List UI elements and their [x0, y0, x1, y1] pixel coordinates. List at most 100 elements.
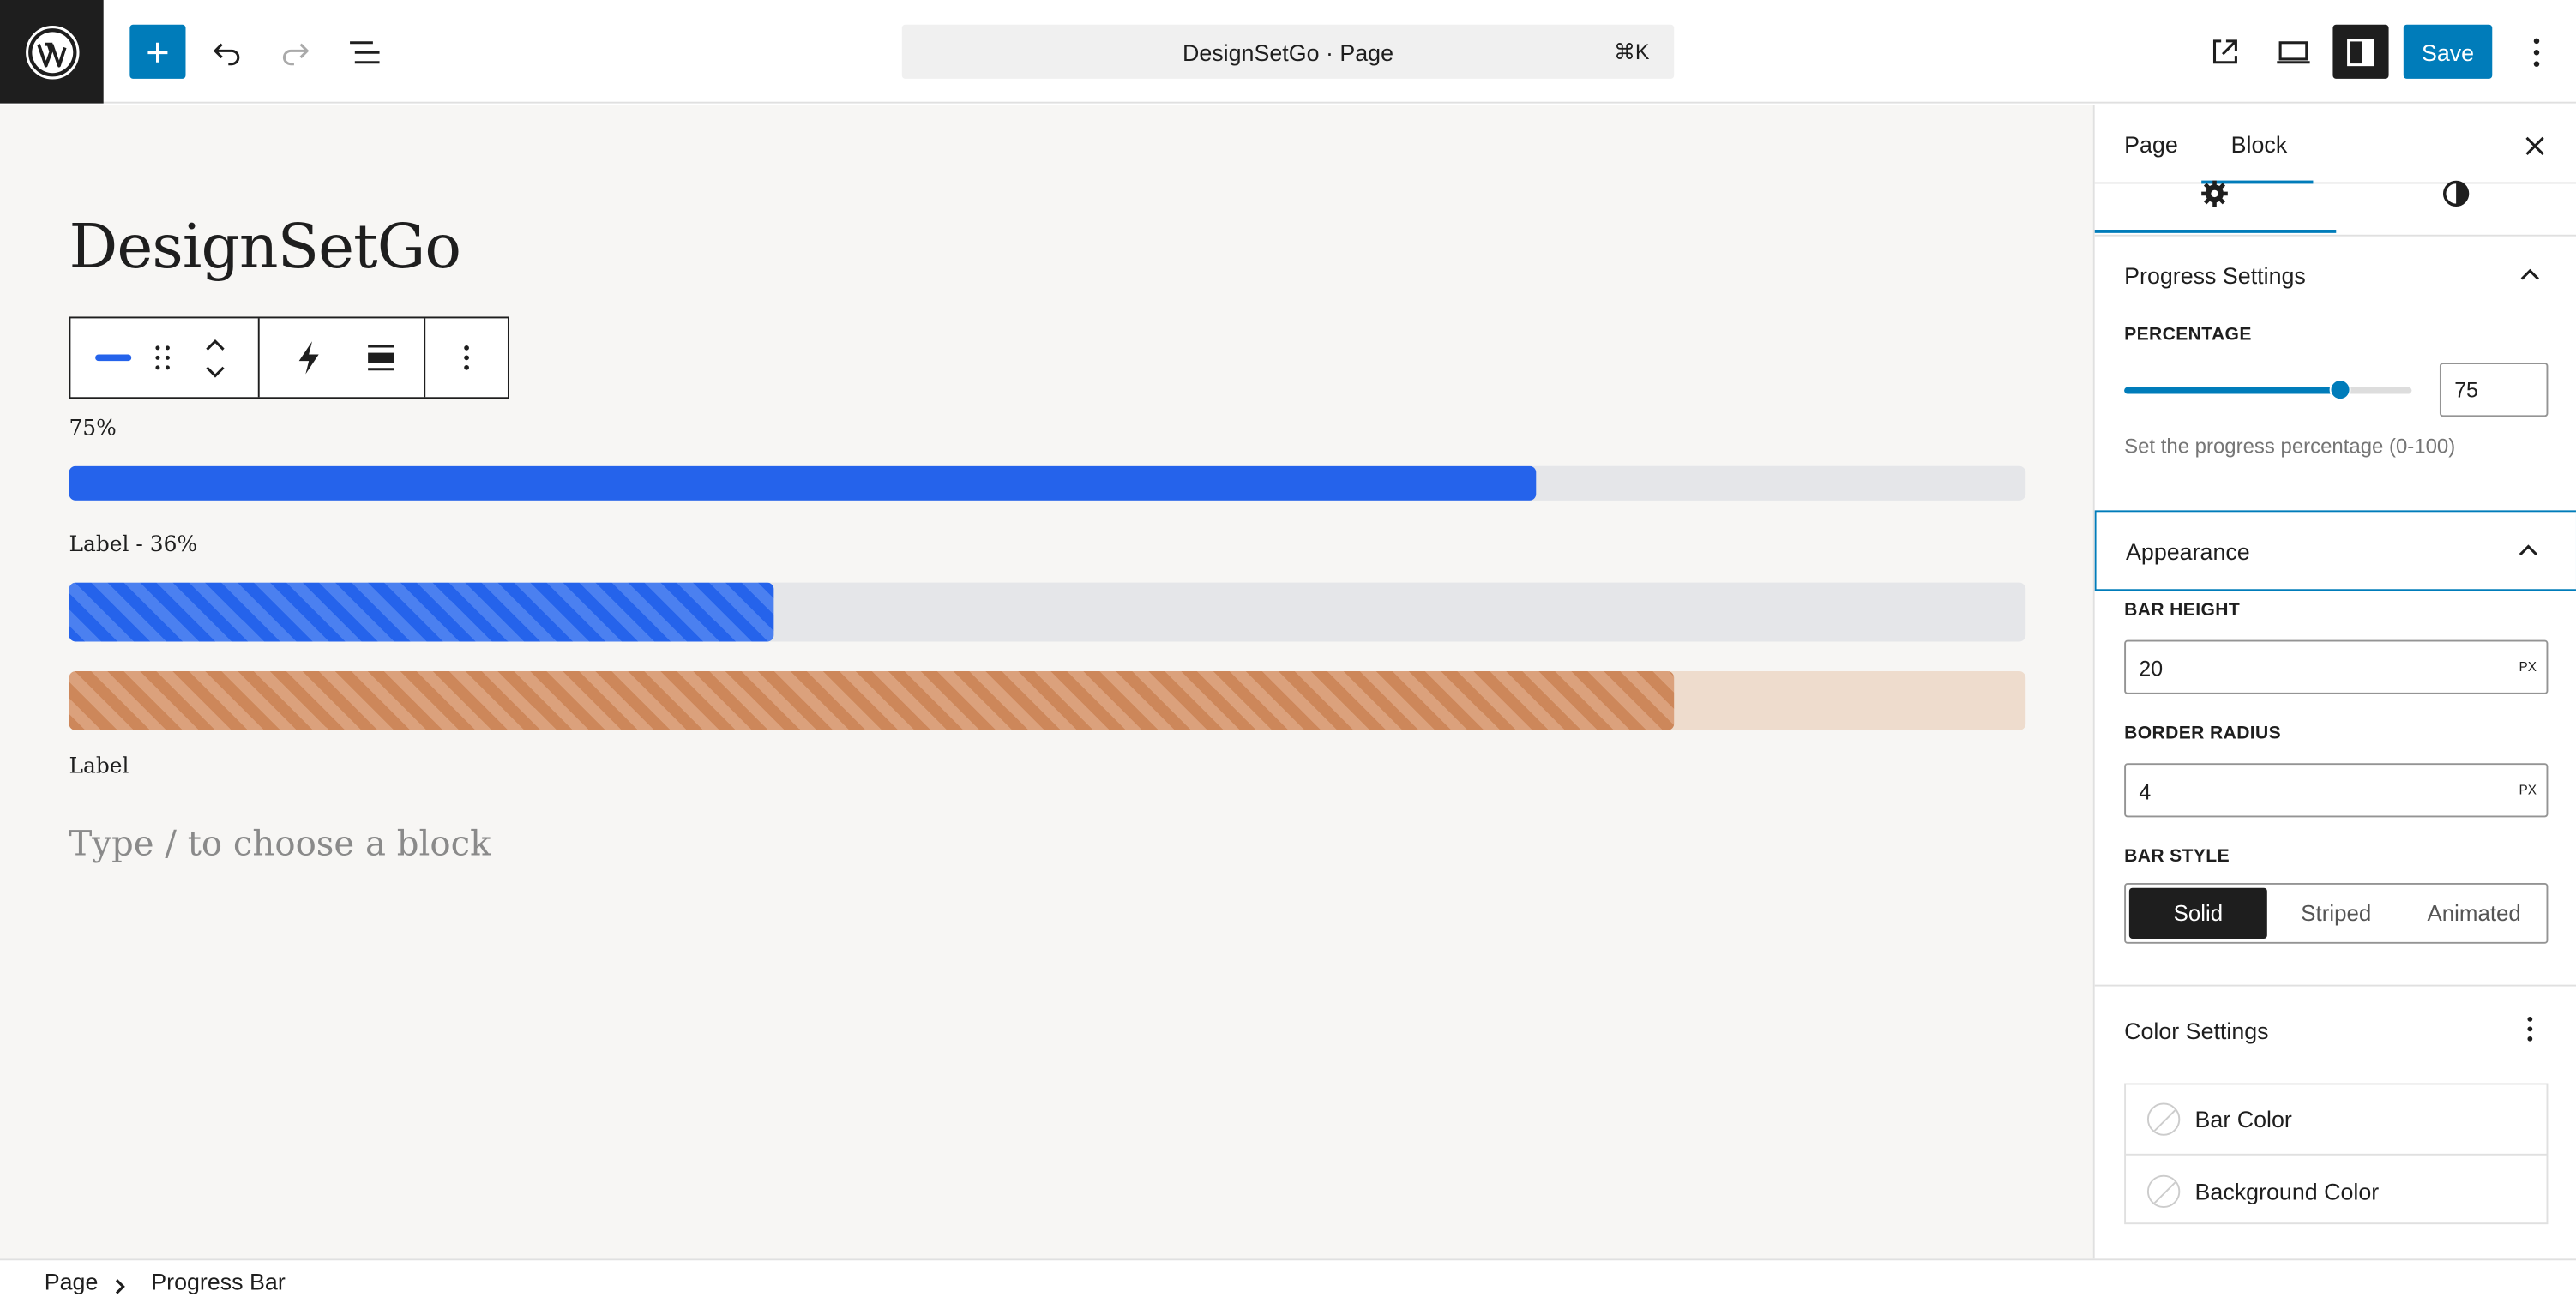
close-icon	[2525, 136, 2544, 156]
active-tab-indicator	[2201, 180, 2314, 184]
progress-bar-label: Label - 36%	[69, 533, 198, 558]
progress-bar[interactable]	[69, 670, 2026, 730]
wordpress-logo-button[interactable]	[0, 0, 104, 104]
section-title: Color Settings	[2124, 1017, 2269, 1044]
undo-icon	[213, 42, 240, 65]
bar-style-toggle-group: Solid Striped Animated	[2124, 882, 2549, 944]
bar-style-striped-option[interactable]: Striped	[2301, 901, 2372, 926]
settings-toggle-button[interactable]	[2332, 24, 2389, 79]
progress-bar-fill	[69, 670, 1674, 730]
bar-height-label: BAR HEIGHT	[2124, 600, 2241, 621]
bar-height-value: 20	[2139, 656, 2164, 682]
settings-sidebar: Page Block Progress Settings PERCENTAGE	[2092, 105, 2576, 1259]
slider-thumb[interactable]	[2330, 379, 2351, 401]
background-color-item[interactable]: Background Color	[2126, 1156, 2546, 1226]
options-menu-button[interactable]	[2508, 25, 2564, 79]
drag-handle[interactable]	[147, 338, 179, 377]
move-up-button[interactable]	[196, 332, 235, 358]
percentage-label: PERCENTAGE	[2124, 325, 2252, 345]
color-settings-list: Bar Color Background Color	[2124, 1083, 2549, 1226]
tab-page[interactable]: Page	[2124, 131, 2178, 158]
more-vertical-icon	[464, 345, 469, 370]
block-breadcrumb-bar: Page Progress Bar	[0, 1258, 2576, 1303]
page-title[interactable]: DesignSetGo	[69, 211, 461, 283]
chevron-up-icon	[206, 339, 225, 351]
view-page-button[interactable]	[2196, 25, 2252, 79]
more-vertical-icon	[2527, 1016, 2533, 1042]
redo-icon	[282, 42, 310, 65]
block-options-button[interactable]	[442, 338, 491, 377]
desktop-icon	[2277, 40, 2310, 63]
breadcrumb-page[interactable]: Page	[44, 1268, 99, 1295]
border-radius-input[interactable]: 4 PX	[2124, 763, 2549, 818]
block-inspector-subtabs	[2094, 180, 2576, 233]
close-sidebar-button[interactable]	[2519, 129, 2551, 162]
move-down-button[interactable]	[196, 359, 235, 386]
progress-bar-label: Label	[69, 754, 129, 780]
drag-handle-icon	[155, 345, 170, 370]
more-vertical-icon	[2533, 37, 2540, 66]
sidebar-icon	[2347, 38, 2374, 66]
block-appender-placeholder[interactable]: Type / to choose a block	[69, 824, 491, 863]
progress-settings-panel-header[interactable]: Progress Settings	[2094, 234, 2576, 314]
breadcrumb-progress-bar[interactable]: Progress Bar	[151, 1268, 286, 1295]
plus-icon	[147, 41, 168, 62]
shortcut-hint: ⌘K	[1613, 39, 1650, 64]
bar-height-input[interactable]: 20 PX	[2124, 639, 2549, 694]
redo-button[interactable]	[268, 25, 323, 79]
animation-button[interactable]	[281, 338, 337, 377]
border-radius-label: BORDER RADIUS	[2124, 724, 2282, 744]
color-item-label: Bar Color	[2194, 1106, 2292, 1132]
undo-button[interactable]	[199, 25, 255, 79]
bar-color-item[interactable]: Bar Color	[2126, 1084, 2547, 1156]
preview-device-button[interactable]	[2266, 25, 2321, 79]
gear-icon	[2201, 180, 2228, 207]
external-link-icon	[2212, 39, 2237, 63]
chevron-up-icon	[2515, 259, 2544, 288]
save-button[interactable]: Save	[2403, 24, 2493, 79]
editor-canvas: DesignSetGo	[0, 105, 2093, 1259]
settings-subtab[interactable]	[2198, 177, 2230, 210]
block-toolbar	[69, 316, 509, 399]
chevron-up-icon	[2513, 535, 2543, 564]
progress-bar-fill	[69, 582, 773, 642]
empty-swatch-icon	[2146, 1102, 2181, 1136]
bar-style-solid-option[interactable]: Solid	[2128, 887, 2267, 940]
wordpress-icon	[25, 25, 79, 79]
command-palette-bar[interactable]: DesignSetGo · Page ⌘K	[901, 24, 1675, 79]
progress-bar[interactable]	[69, 465, 2026, 501]
appearance-panel-header[interactable]: Appearance	[2094, 510, 2576, 591]
percentage-slider[interactable]	[2124, 379, 2412, 401]
progress-bar[interactable]	[69, 582, 2026, 642]
document-overview-button[interactable]	[337, 25, 393, 79]
progress-bar-label: 75%	[69, 417, 117, 441]
percentage-input[interactable]: 75	[2439, 363, 2549, 417]
toolbar-divider	[424, 318, 426, 398]
align-full-width-icon	[368, 345, 394, 371]
slider-fill	[2124, 387, 2340, 394]
active-subtab-indicator	[2094, 230, 2337, 233]
section-title: Progress Settings	[2124, 262, 2306, 289]
progress-bar-icon	[95, 354, 132, 362]
contrast-icon	[2442, 180, 2470, 207]
align-button[interactable]	[353, 338, 409, 377]
tab-block[interactable]: Block	[2230, 131, 2288, 158]
block-type-button[interactable]	[87, 338, 140, 377]
section-title: Appearance	[2126, 537, 2250, 565]
bar-style-animated-option[interactable]: Animated	[2427, 901, 2521, 926]
empty-swatch-icon	[2146, 1174, 2181, 1208]
unit-label[interactable]: PX	[2519, 659, 2537, 675]
toolbar-divider	[257, 318, 260, 398]
chevron-down-icon	[206, 366, 225, 378]
add-block-button[interactable]	[129, 24, 186, 79]
unit-label[interactable]: PX	[2519, 783, 2537, 798]
color-settings-options-button[interactable]	[2515, 1014, 2544, 1043]
styles-subtab[interactable]	[2440, 177, 2472, 210]
sidebar-tabs: Page Block	[2094, 105, 2576, 184]
chevron-right-icon	[115, 1274, 126, 1303]
document-title: DesignSetGo · Page	[1182, 39, 1393, 66]
border-radius-value: 4	[2139, 779, 2152, 805]
bar-style-label: BAR STYLE	[2124, 846, 2230, 867]
progress-bar-fill	[69, 465, 1537, 501]
